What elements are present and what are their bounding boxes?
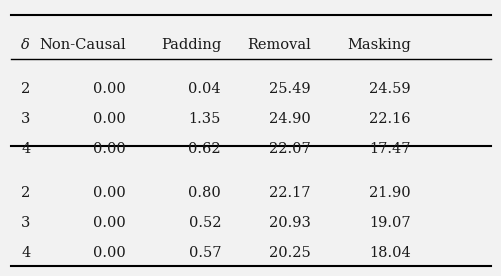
Text: 0.00: 0.00: [93, 186, 126, 200]
Text: 24.59: 24.59: [368, 82, 410, 96]
Text: 0.00: 0.00: [93, 246, 126, 260]
Text: 0.57: 0.57: [188, 246, 220, 260]
Text: 0.80: 0.80: [188, 186, 220, 200]
Text: 22.17: 22.17: [269, 186, 310, 200]
Text: 22.16: 22.16: [368, 112, 410, 126]
Text: 3: 3: [22, 216, 31, 230]
Text: 3: 3: [22, 112, 31, 126]
Text: 0.04: 0.04: [188, 82, 220, 96]
Text: δ: δ: [22, 38, 30, 52]
Text: 20.25: 20.25: [269, 246, 310, 260]
Text: 0.00: 0.00: [93, 216, 126, 230]
Text: Masking: Masking: [346, 38, 410, 52]
Text: 17.47: 17.47: [369, 142, 410, 156]
Text: 0.52: 0.52: [188, 216, 220, 230]
Text: 21.90: 21.90: [368, 186, 410, 200]
Text: 2: 2: [22, 82, 31, 96]
Text: Removal: Removal: [246, 38, 310, 52]
Text: 1.35: 1.35: [188, 112, 220, 126]
Text: 20.93: 20.93: [269, 216, 310, 230]
Text: 2: 2: [22, 186, 31, 200]
Text: Non-Causal: Non-Causal: [40, 38, 126, 52]
Text: 0.00: 0.00: [93, 112, 126, 126]
Text: Padding: Padding: [160, 38, 220, 52]
Text: 22.07: 22.07: [269, 142, 310, 156]
Text: 0.00: 0.00: [93, 142, 126, 156]
Text: 25.49: 25.49: [269, 82, 310, 96]
Text: 19.07: 19.07: [368, 216, 410, 230]
Text: 4: 4: [22, 142, 31, 156]
Text: 0.00: 0.00: [93, 82, 126, 96]
Text: 4: 4: [22, 246, 31, 260]
Text: 24.90: 24.90: [269, 112, 310, 126]
Text: 0.62: 0.62: [188, 142, 220, 156]
Text: 18.04: 18.04: [368, 246, 410, 260]
